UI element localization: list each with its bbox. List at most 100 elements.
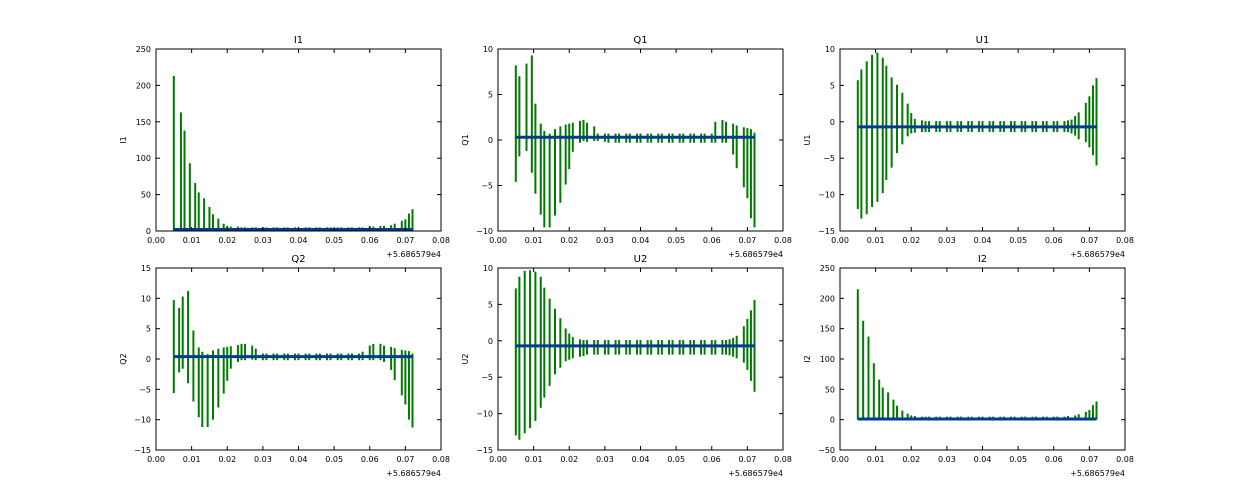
x-tick-label: 0.03 [254, 236, 272, 245]
x-tick-label: 0.01 [183, 455, 201, 464]
x-tick-label: 0.03 [596, 455, 614, 464]
y-tick-label: −5 [139, 385, 151, 394]
y-tick-label: 0 [488, 136, 493, 145]
y-tick-label: 100 [820, 355, 835, 364]
y-tick-label: −10 [476, 410, 493, 419]
x-tick-label: 0.04 [974, 236, 992, 245]
x-tick-label: 0.08 [432, 455, 450, 464]
y-tick-label: 10 [825, 45, 835, 54]
x-tick-label: 0.06 [703, 455, 721, 464]
x-tick-label: 0.01 [183, 236, 201, 245]
x-tick-label: 0.02 [902, 455, 920, 464]
y-tick-label: 0 [830, 416, 835, 425]
y-axis-label: U1 [803, 135, 812, 146]
x-tick-label: 0.08 [432, 236, 450, 245]
x-tick-label: 0.07 [738, 236, 756, 245]
x-offset-label: +5.686579e4 [386, 469, 441, 478]
x-offset-label: +5.686579e4 [728, 469, 783, 478]
chart-panel-q1: 0.00 0.01 0.02 0.03 0.04 0.05 0.06 0.07 0.08 −10 −… [461, 35, 792, 259]
y-tick-label: 5 [830, 81, 835, 90]
y-tick-label: −15 [818, 227, 835, 236]
x-tick-label: 0.03 [254, 455, 272, 464]
chart-title: Q2 [291, 254, 305, 265]
y-tick-label: 10 [483, 45, 493, 54]
y-tick-label: 5 [488, 300, 493, 309]
y-tick-label: 10 [483, 264, 493, 273]
y-tick-label: −5 [481, 182, 493, 191]
x-tick-label: 0.04 [974, 455, 992, 464]
y-tick-label: 50 [825, 385, 835, 394]
y-tick-label: −50 [818, 446, 835, 455]
y-tick-label: 150 [820, 325, 835, 334]
x-tick-label: 0.07 [1080, 236, 1098, 245]
x-tick-label: 0.01 [867, 236, 885, 245]
x-tick-label: 0.07 [396, 455, 414, 464]
x-tick-label: 0.05 [667, 455, 685, 464]
chart-panel-u1: 0.00 0.01 0.02 0.03 0.04 0.05 0.06 0.07 0.08 −15 −… [803, 35, 1134, 259]
x-tick-label: 0.06 [1045, 455, 1063, 464]
x-tick-label: 0.06 [1045, 236, 1063, 245]
y-tick-label: 15 [141, 264, 151, 273]
y-tick-label: −10 [818, 191, 835, 200]
x-tick-label: 0.00 [147, 236, 165, 245]
x-tick-label: 0.08 [774, 236, 792, 245]
x-tick-label: 0.05 [667, 236, 685, 245]
x-tick-label: 0.04 [632, 455, 650, 464]
chart-title: I2 [978, 254, 987, 265]
x-tick-label: 0.02 [218, 455, 236, 464]
x-tick-label: 0.04 [290, 236, 308, 245]
chart-title: U1 [976, 35, 990, 46]
x-tick-label: 0.01 [867, 455, 885, 464]
y-tick-label: 0 [146, 355, 151, 364]
y-tick-label: 100 [136, 154, 151, 163]
x-tick-label: 0.02 [560, 455, 578, 464]
x-tick-label: 0.03 [596, 236, 614, 245]
y-tick-label: −15 [476, 446, 493, 455]
chart-panel-i2: 0.00 0.01 0.02 0.03 0.04 0.05 0.06 0.07 0.08 −50 0… [803, 254, 1134, 478]
x-tick-label: 0.00 [831, 455, 849, 464]
x-tick-label: 0.00 [489, 236, 507, 245]
x-tick-label: 0.00 [147, 455, 165, 464]
x-tick-label: 0.00 [831, 236, 849, 245]
chart-title: I1 [294, 35, 303, 46]
chart-panel-i1: 0.00 0.01 0.02 0.03 0.04 0.05 0.06 0.07 0.08 0 50 1… [119, 35, 450, 259]
x-tick-label: 0.07 [738, 455, 756, 464]
x-tick-label: 0.08 [774, 455, 792, 464]
y-tick-label: −10 [476, 227, 493, 236]
x-tick-label: 0.01 [525, 236, 543, 245]
x-tick-label: 0.05 [1009, 455, 1027, 464]
y-axis-label: Q2 [119, 353, 128, 364]
y-tick-label: 150 [136, 118, 151, 127]
y-tick-label: 0 [830, 118, 835, 127]
y-axis-label: Q1 [461, 134, 470, 145]
x-offset-label: +5.686579e4 [386, 250, 441, 259]
chart-panel-u2: 0.00 0.01 0.02 0.03 0.04 0.05 0.06 0.07 0.08 −15 −… [461, 254, 792, 478]
y-axis-label: I1 [119, 136, 128, 143]
y-tick-label: 0 [146, 227, 151, 236]
y-tick-label: 5 [488, 91, 493, 100]
x-tick-label: 0.00 [489, 455, 507, 464]
x-tick-label: 0.03 [938, 236, 956, 245]
y-tick-label: 10 [141, 294, 151, 303]
x-tick-label: 0.07 [1080, 455, 1098, 464]
x-tick-label: 0.06 [361, 455, 379, 464]
y-tick-label: 250 [136, 45, 151, 54]
y-tick-label: −10 [134, 416, 151, 425]
y-tick-label: 250 [820, 264, 835, 273]
x-tick-label: 0.04 [632, 236, 650, 245]
x-tick-label: 0.08 [1116, 455, 1134, 464]
x-tick-label: 0.05 [325, 455, 343, 464]
x-offset-label: +5.686579e4 [728, 250, 783, 259]
x-tick-label: 0.04 [290, 455, 308, 464]
chart-title: Q1 [633, 35, 647, 46]
chart-panel-q2: 0.00 0.01 0.02 0.03 0.04 0.05 0.06 0.07 0.08 −15 −… [119, 254, 450, 478]
x-offset-label: +5.686579e4 [1070, 250, 1125, 259]
x-tick-label: 0.06 [361, 236, 379, 245]
x-offset-label: +5.686579e4 [1070, 469, 1125, 478]
x-tick-label: 0.02 [560, 236, 578, 245]
x-tick-label: 0.06 [703, 236, 721, 245]
y-tick-label: 200 [136, 81, 151, 90]
x-tick-label: 0.07 [396, 236, 414, 245]
